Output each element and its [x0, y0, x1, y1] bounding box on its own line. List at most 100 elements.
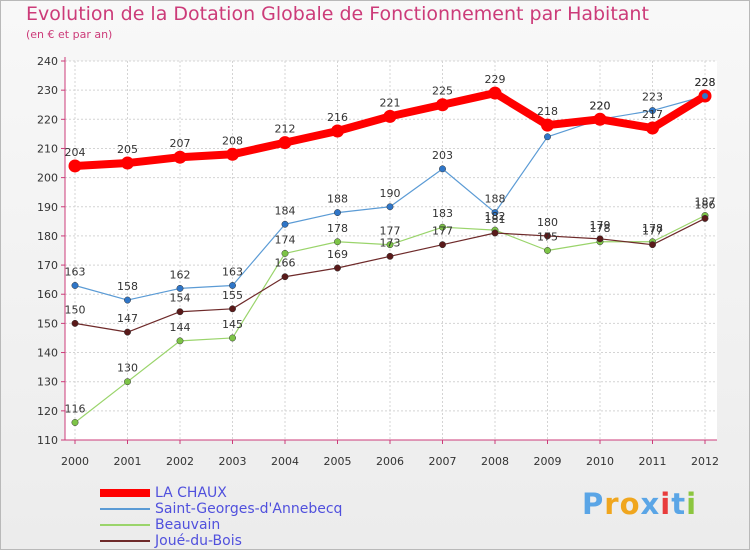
data-label: 223: [642, 91, 663, 104]
y-tick-label: 180: [37, 230, 58, 243]
data-label: 228: [695, 76, 716, 89]
data-label: 162: [170, 268, 191, 281]
data-label: 182: [485, 210, 506, 223]
data-point-saint-georges-d-annebecq: [439, 165, 446, 173]
data-point-beauvain: [229, 334, 236, 342]
y-tick-label: 210: [37, 142, 58, 155]
y-tick-label: 110: [37, 434, 58, 447]
x-tick-label: 2008: [481, 455, 509, 468]
legend-label: LA CHAUX: [155, 485, 227, 501]
logo-letter: i: [686, 487, 698, 521]
y-tick-label: 170: [37, 259, 58, 272]
data-point-saint-georges-d-annebecq: [334, 209, 341, 217]
data-point-saint-georges-d-annebecq: [491, 209, 499, 217]
proxiti-logo: Proxiti: [582, 487, 697, 521]
y-tick-label: 140: [37, 347, 58, 360]
data-label: 178: [642, 222, 663, 235]
data-label: 218: [537, 105, 558, 118]
data-point-la-chaux: [278, 136, 292, 150]
data-point-beauvain: [281, 249, 289, 257]
logo-letter: P: [582, 487, 605, 521]
data-label: 116: [65, 403, 86, 416]
data-point-saint-georges-d-annebecq: [71, 282, 79, 289]
data-point-jou-du-bois: [124, 328, 131, 336]
x-tick-label: 2003: [219, 455, 247, 468]
data-label: 154: [170, 292, 191, 305]
data-point-la-chaux: [68, 159, 82, 173]
y-tick-label: 160: [37, 288, 58, 301]
x-tick-label: 2001: [114, 455, 142, 468]
data-point-saint-georges-d-annebecq: [544, 133, 551, 141]
x-tick-label: 2002: [166, 455, 194, 468]
data-point-beauvain: [334, 238, 341, 246]
data-point-saint-georges-d-annebecq: [124, 296, 131, 304]
data-point-jou-du-bois: [281, 273, 289, 281]
data-label: 177: [642, 225, 663, 238]
y-tick-label: 130: [37, 376, 58, 389]
data-label: 186: [695, 198, 716, 211]
data-point-beauvain: [71, 419, 79, 426]
data-point-saint-georges-d-annebecq: [386, 203, 394, 211]
data-label: 203: [432, 149, 453, 162]
data-label: 187: [695, 196, 716, 209]
data-label: 130: [117, 362, 138, 375]
logo-letter: t: [671, 487, 687, 521]
data-point-jou-du-bois: [649, 241, 656, 249]
data-point-la-chaux: [646, 121, 659, 135]
x-tick-label: 2011: [639, 455, 667, 468]
data-point-la-chaux: [436, 98, 449, 112]
x-tick-label: 2009: [534, 455, 562, 468]
data-label: 220: [590, 99, 611, 112]
data-point-jou-du-bois: [176, 308, 184, 316]
legend-label: Joué-du-Bois: [155, 533, 242, 549]
data-label: 190: [380, 187, 401, 200]
data-point-saint-georges-d-annebecq: [176, 284, 184, 292]
legend-swatch-la-chaux: [100, 489, 150, 497]
data-label: 163: [65, 265, 86, 278]
y-tick-label: 120: [37, 405, 58, 418]
data-point-la-chaux: [593, 112, 607, 126]
data-label: 144: [170, 321, 191, 334]
y-tick-label: 230: [37, 84, 58, 97]
x-tick-label: 2007: [429, 455, 457, 468]
data-label: 229: [485, 73, 506, 86]
data-label: 208: [222, 134, 243, 147]
data-label: 175: [537, 231, 558, 244]
data-point-la-chaux: [488, 86, 502, 100]
data-point-jou-du-bois: [229, 305, 236, 313]
data-label: 155: [222, 289, 243, 302]
data-point-jou-du-bois: [71, 319, 79, 327]
data-label: 204: [65, 146, 86, 159]
data-label: 217: [642, 108, 663, 121]
data-label: 173: [380, 236, 401, 249]
data-label: 207: [170, 137, 191, 150]
data-label: 158: [117, 280, 138, 293]
data-point-jou-du-bois: [386, 252, 394, 260]
legend-label: Beauvain: [155, 517, 221, 533]
data-point-beauvain: [386, 241, 394, 249]
logo-letter: o: [619, 487, 641, 521]
data-label: 216: [327, 111, 348, 124]
data-point-jou-du-bois: [701, 214, 709, 222]
chart-plot: 110 120 130 140 150 160 170 180 190 200 210 220 230 2…: [37, 55, 719, 468]
data-label: 181: [485, 213, 506, 226]
y-tick-label: 220: [37, 113, 58, 126]
logo-letter: i: [660, 487, 672, 521]
data-point-saint-georges-d-annebecq: [281, 220, 289, 228]
data-label: 177: [380, 225, 401, 238]
data-point-beauvain: [124, 378, 131, 386]
data-point-la-chaux: [383, 109, 397, 123]
legend-swatch-beauvain: [100, 524, 150, 526]
x-tick-label: 2012: [691, 455, 719, 468]
x-tick-label: 2010: [586, 455, 614, 468]
data-point-jou-du-bois: [491, 229, 499, 237]
chart-subtitle: (en € et par an): [26, 28, 113, 41]
data-label: 183: [432, 207, 453, 220]
data-label: 220: [590, 99, 611, 112]
data-point-la-chaux: [121, 156, 134, 170]
data-label: 163: [222, 265, 243, 278]
data-point-la-chaux: [226, 147, 239, 161]
x-tick-label: 2004: [271, 455, 299, 468]
data-label: 228: [695, 76, 716, 89]
y-tick-label: 150: [37, 317, 58, 330]
